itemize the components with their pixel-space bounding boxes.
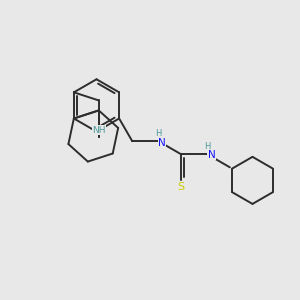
Text: N: N (158, 138, 166, 148)
Text: N: N (208, 150, 215, 160)
Text: H: H (155, 129, 162, 138)
Text: NH: NH (92, 125, 106, 134)
Text: H: H (204, 142, 210, 151)
Text: S: S (178, 182, 184, 192)
